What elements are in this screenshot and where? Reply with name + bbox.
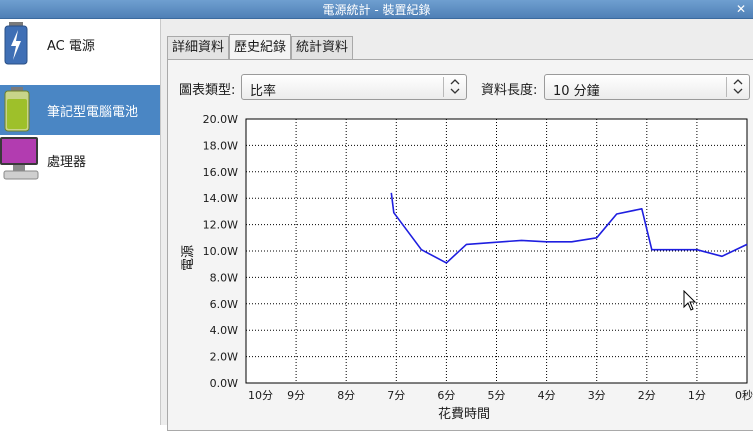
y-tick-label: 2.0W: [210, 351, 238, 364]
y-tick-label: 12.0W: [203, 219, 238, 232]
x-tick-label: 3分: [588, 389, 606, 402]
y-tick-label: 8.0W: [210, 271, 238, 284]
y-tick-label: 4.0W: [210, 324, 238, 337]
y-tick-label: 14.0W: [203, 192, 238, 205]
y-tick-label: 0.0W: [210, 377, 238, 390]
x-axis-label: 花費時間: [438, 406, 490, 422]
x-tick-label: 6分: [437, 389, 455, 402]
mouse-cursor-icon: [683, 290, 697, 312]
y-axis-label: 電源: [181, 245, 196, 271]
y-tick-label: 6.0W: [210, 298, 238, 311]
x-tick-label: 10分: [248, 389, 273, 402]
x-tick-label: 4分: [538, 389, 556, 402]
x-tick-label: 9分: [287, 389, 305, 402]
x-tick-label: 2分: [638, 389, 656, 402]
x-tick-label: 1分: [688, 389, 706, 402]
x-tick-label: 5分: [488, 389, 506, 402]
y-tick-label: 10.0W: [203, 245, 238, 258]
y-tick-label: 18.0W: [203, 139, 238, 152]
x-tick-label: 7分: [387, 389, 405, 402]
x-tick-label: 8分: [337, 389, 355, 402]
y-tick-label: 20.0W: [203, 113, 238, 126]
x-tick-label: 0秒: [735, 388, 753, 402]
y-tick-label: 16.0W: [203, 166, 238, 179]
